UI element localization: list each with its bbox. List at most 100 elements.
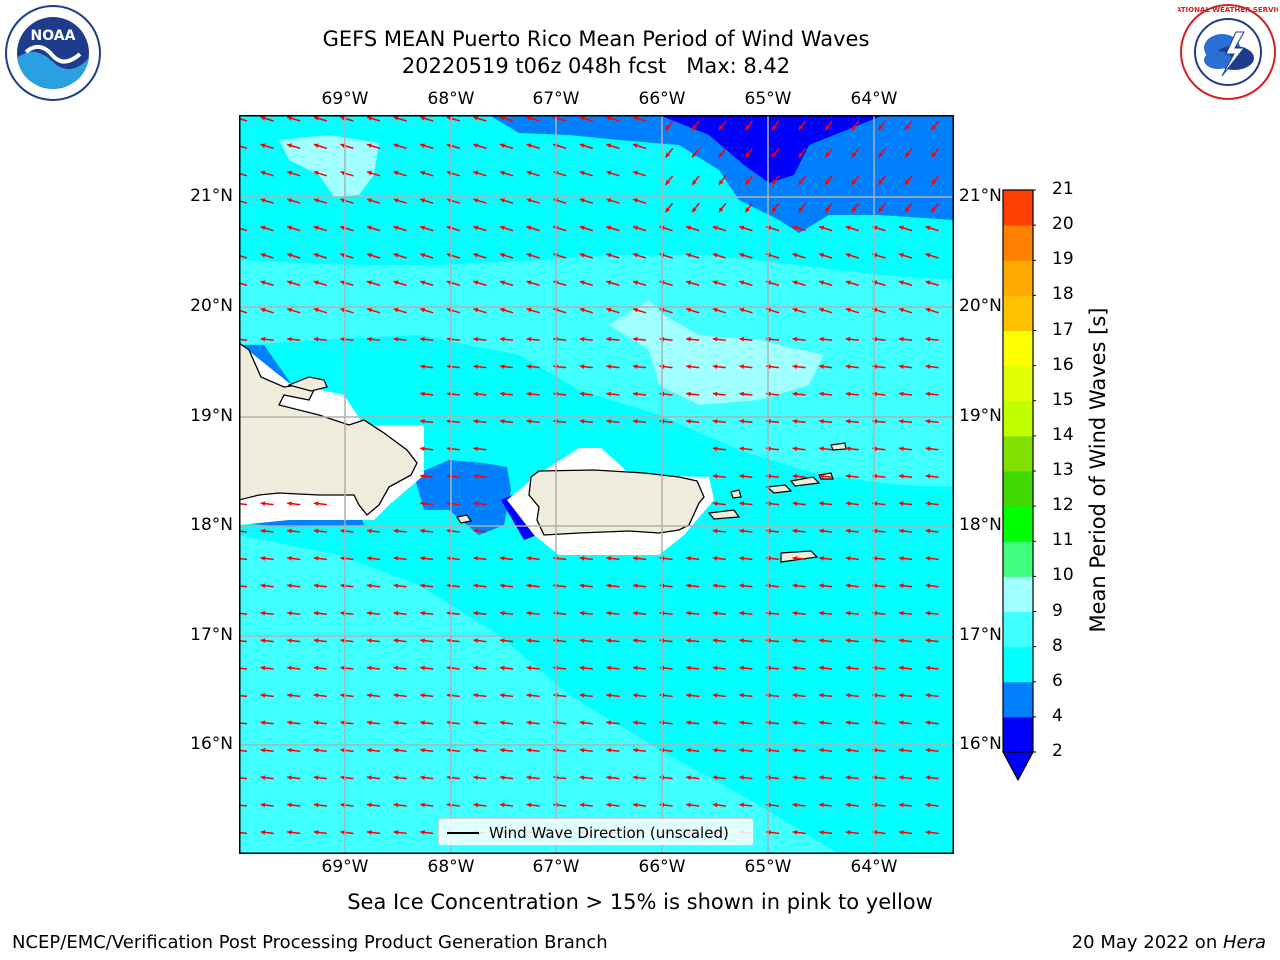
wave-vector-head [745, 152, 750, 158]
wave-vector-head [420, 170, 426, 176]
wave-vector-head [845, 775, 851, 780]
wave-vector-head [287, 115, 293, 121]
wave-vector-head [340, 720, 346, 726]
wave-vector-head [393, 775, 399, 780]
wave-vector-head [825, 125, 830, 130]
land-vieques [707, 509, 741, 520]
wave-vector-head [500, 198, 505, 203]
wave-vector-head [500, 419, 505, 424]
wave-vector-head [367, 830, 372, 835]
wave-vector-head [819, 364, 824, 369]
colorbar-band [1003, 541, 1033, 577]
wave-vector-head [899, 336, 904, 342]
wave-vector-head [931, 179, 937, 185]
wave-vector-head [925, 225, 931, 231]
wave-vector-head [665, 207, 671, 213]
wave-vector-head [845, 280, 851, 285]
wave-vector-head [287, 802, 292, 808]
wave-vector-head [473, 198, 479, 203]
wave-vector-head [633, 665, 638, 671]
wave-vector-head [792, 583, 798, 589]
wave-vector-head [819, 693, 824, 698]
lat-tick-right: 17°N [959, 625, 1002, 645]
wave-vector-head [606, 115, 612, 121]
wave-vector-head [845, 364, 851, 369]
wave-vector-head [393, 252, 399, 258]
wave-vector-head [367, 198, 372, 203]
wave-vector-head [340, 583, 346, 589]
wave-vector-head [792, 775, 798, 780]
wave-vector-head [473, 501, 479, 506]
wave-vector-head [500, 693, 505, 698]
wave-vector-head [845, 528, 851, 534]
wave-vector-head [340, 747, 346, 753]
land-culebra [730, 489, 742, 499]
chart-subtitle: 20220519 t06z 048h fcst Max: 8.42 [401, 54, 791, 78]
wave-vector-head [579, 143, 585, 148]
colorbar-band [1003, 435, 1033, 472]
wave-vector-head [260, 583, 266, 589]
wave-vector-head [340, 693, 346, 698]
wave-vector-head [473, 307, 479, 313]
wave-vector-head [925, 720, 931, 726]
wave-vector-head [633, 170, 638, 176]
wave-vector-head [606, 280, 612, 285]
wave-vector-head [825, 152, 830, 158]
wave-vector-head [899, 610, 904, 616]
wave-vector-head [500, 556, 505, 561]
legend-line-swatch [447, 832, 479, 834]
wave-vector-head [633, 775, 638, 780]
wave-vector-head [526, 280, 532, 285]
wave-vector-head [393, 693, 399, 698]
wave-vector-head [287, 556, 292, 561]
wave-vector-head [579, 610, 585, 616]
wave-vector-head [579, 747, 585, 753]
wave-vector-head [633, 419, 638, 424]
wave-vector-head [340, 198, 346, 203]
wave-vector-head [686, 610, 691, 616]
wave-vector-head [686, 638, 691, 643]
wave-vector-head [772, 125, 777, 130]
wave-vector-head [367, 336, 372, 342]
wave-vector-head [792, 307, 798, 313]
wave-vector-head [606, 583, 612, 589]
wave-vector-head [819, 391, 824, 397]
colorbar-band [1003, 681, 1033, 718]
wave-vector-head [606, 802, 612, 808]
wave-vector-head [899, 307, 904, 313]
wave-vector-head [899, 583, 904, 589]
wave-vector-head [260, 280, 266, 285]
wave-vector-head [500, 252, 505, 258]
wave-vector-head [473, 225, 479, 231]
wave-vector-head [367, 280, 372, 285]
wave-vector-head [260, 775, 266, 780]
wave-vector-head [792, 528, 798, 534]
wave-vector-head [420, 143, 426, 148]
wave-vector-head [367, 556, 372, 561]
wave-vector-head [367, 638, 372, 643]
wave-vector-head [500, 583, 505, 589]
map-frame [239, 115, 954, 854]
wave-vector-head [500, 143, 505, 148]
wave-vector-head [925, 638, 931, 643]
wave-vector-head [340, 143, 346, 148]
wave-vector-head [260, 556, 266, 561]
wave-vector-head [798, 207, 804, 213]
wave-vector-head [851, 125, 857, 130]
wave-vector-head [819, 583, 824, 589]
wave-vector-head [500, 638, 505, 643]
wave-vector-head [845, 830, 851, 835]
wave-vector-head [712, 364, 718, 369]
wave-vector-head [606, 665, 612, 671]
wave-vector-head [899, 419, 904, 424]
wave-vector-head [420, 775, 425, 780]
wave-vector-head [633, 115, 638, 121]
wave-vector-head [287, 720, 292, 726]
wave-vector-head [500, 364, 505, 369]
wave-vector-head [925, 446, 931, 452]
wave-vector-head [845, 252, 851, 258]
wave-vector-head [925, 391, 931, 397]
wave-vector-head [313, 802, 319, 808]
wave-vector-head [739, 446, 745, 452]
colorbar-band [1003, 260, 1033, 296]
